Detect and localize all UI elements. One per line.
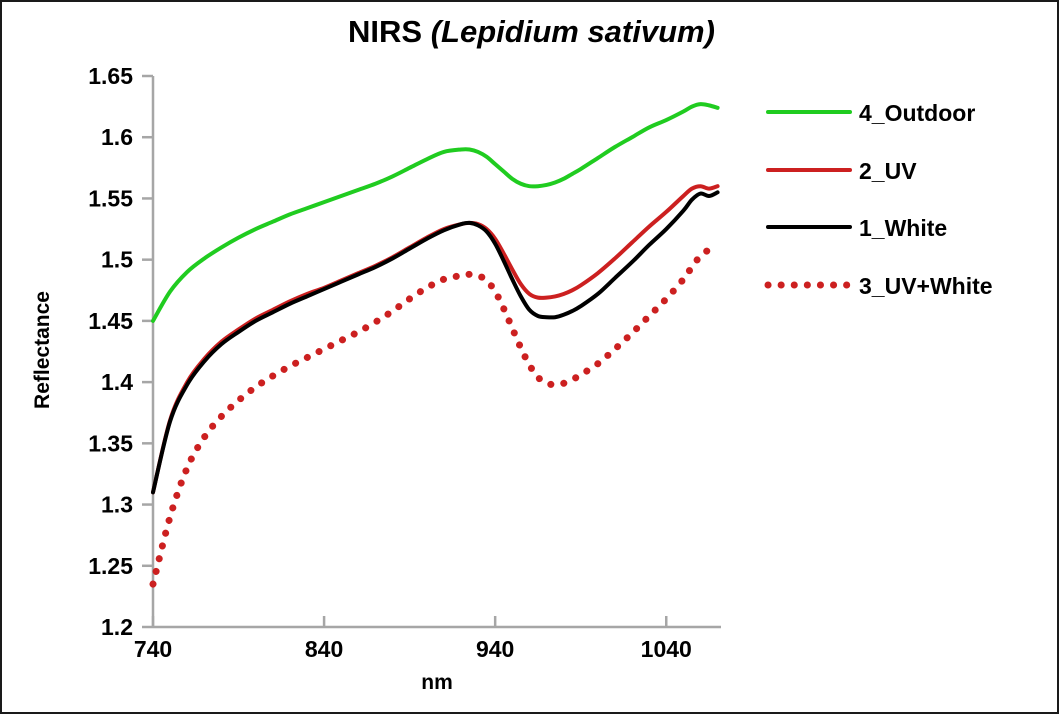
x-tick-label: 1040	[641, 636, 692, 662]
series-line-2-uv	[151, 184, 720, 495]
y-axis-title: Reflectance	[31, 291, 54, 409]
x-tick-label: 740	[134, 636, 172, 662]
y-tick-label: 1.6	[101, 124, 133, 150]
chart-title-main: NIRS	[348, 14, 431, 49]
y-tick-label: 1.3	[101, 492, 133, 518]
x-tick-label: 940	[476, 636, 514, 662]
y-tick-label: 1.25	[88, 553, 133, 579]
y-tick-label: 1.5	[101, 247, 133, 273]
y-tick-label: 1.4	[101, 369, 133, 395]
legend-label-3-uv-white: 3_UV+White	[859, 273, 993, 299]
y-axis-ticks	[142, 74, 153, 629]
chart-legend: 4_Outdoor 2_UV 1_White 3_UV+White	[764, 100, 993, 299]
legend-label-2-uv: 2_UV	[859, 158, 917, 184]
chart-title-species: (Lepidium sativum)	[430, 14, 715, 49]
legend-label-4-outdoor: 4_Outdoor	[859, 100, 975, 126]
x-axis-tick-labels: 740 840 940 1040	[134, 636, 692, 662]
series-line-3-uv-white	[149, 243, 722, 588]
x-axis-title: nm	[421, 671, 453, 694]
series-line-4-outdoor	[151, 102, 720, 323]
series-line-1-white	[151, 190, 720, 495]
data-series-group	[149, 102, 722, 588]
y-tick-label: 1.2	[101, 614, 133, 640]
y-tick-label: 1.65	[88, 63, 133, 89]
x-tick-label: 840	[305, 636, 343, 662]
legend-label-1-white: 1_White	[859, 215, 947, 241]
x-axis-ticks	[151, 616, 668, 627]
chart-title: NIRS (Lepidium sativum)	[2, 14, 1057, 50]
y-tick-label: 1.55	[88, 185, 133, 211]
y-tick-label: 1.45	[88, 308, 133, 334]
y-tick-label: 1.35	[88, 430, 133, 456]
y-axis-tick-labels: 1.2 1.25 1.3 1.35 1.4 1.45 1.5 1.55 1.6 1.65	[88, 63, 133, 640]
